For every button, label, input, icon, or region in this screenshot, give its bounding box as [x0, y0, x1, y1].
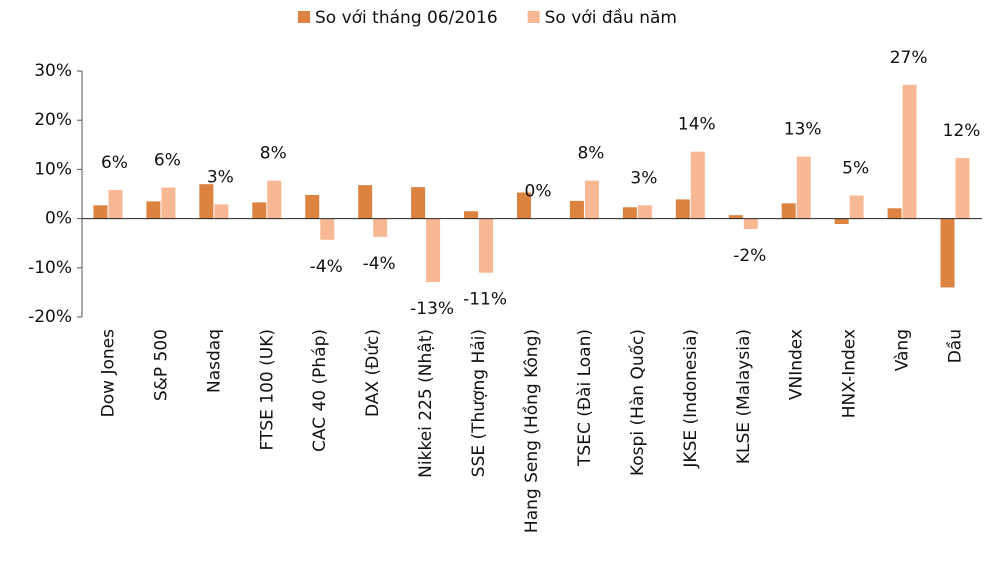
- bar: [637, 205, 652, 219]
- bar: [834, 218, 849, 225]
- data-label: -2%: [733, 246, 766, 266]
- data-label: -4%: [363, 254, 396, 274]
- bar: [358, 185, 373, 219]
- bar: [675, 199, 690, 219]
- x-tick-label: Dầu: [945, 329, 966, 363]
- x-tick-label: VNIndex: [787, 329, 807, 400]
- data-label: 13%: [784, 120, 822, 140]
- data-label: -13%: [410, 299, 454, 319]
- bar: [267, 180, 282, 219]
- data-label: 0%: [525, 182, 552, 202]
- data-label: 8%: [260, 144, 287, 164]
- x-tick-label: SSE (Thượng Hải): [469, 329, 489, 477]
- y-tick-label: 10%: [34, 159, 72, 179]
- x-tick-label: JKSE (Indonesia): [681, 329, 701, 469]
- legend-label: So với tháng 06/2016: [315, 8, 498, 28]
- bar: [411, 187, 426, 219]
- y-tick-label: -20%: [28, 307, 72, 327]
- bar: [622, 207, 637, 219]
- y-tick-label: 20%: [34, 110, 72, 130]
- x-tick-label: HNX-Index: [840, 329, 860, 418]
- y-tick-label: 30%: [34, 61, 72, 81]
- x-tick-label: Nikkei 225 (Nhật): [416, 329, 436, 478]
- bar: [940, 218, 955, 288]
- data-label: 3%: [630, 168, 657, 188]
- bar: [781, 203, 796, 219]
- legend-swatch: [298, 11, 310, 23]
- x-tick-label: TSEC (Đài Loan): [575, 329, 595, 467]
- x-tick-label: S&P 500: [151, 329, 171, 401]
- bar: [214, 204, 229, 219]
- x-tick-label: Dow Jones: [98, 329, 118, 417]
- bar: [517, 192, 531, 219]
- x-tick-label: Vàng: [893, 329, 913, 371]
- y-tick-label: -10%: [28, 258, 72, 278]
- x-tick-label: CAC 40 (Pháp): [310, 329, 330, 452]
- bar: [252, 202, 267, 219]
- legend-swatch: [527, 11, 540, 23]
- bar: [849, 195, 864, 219]
- bar: [887, 208, 902, 219]
- bar: [464, 211, 479, 219]
- data-label: 6%: [101, 153, 128, 173]
- bar: [305, 194, 320, 219]
- bar: [161, 187, 176, 219]
- bar: [902, 84, 917, 219]
- bar: [728, 215, 743, 219]
- bar: [199, 184, 214, 219]
- data-label: 6%: [154, 151, 181, 171]
- bar: [955, 158, 970, 219]
- data-label: 27%: [890, 48, 928, 68]
- bar: [743, 218, 758, 229]
- bar: [146, 201, 161, 219]
- x-tick-label: Kospi (Hàn Quốc): [627, 329, 648, 476]
- bar: [796, 156, 811, 219]
- x-tick-label: Nasdaq: [204, 329, 224, 393]
- data-label: 5%: [842, 158, 869, 178]
- bar: [690, 151, 705, 219]
- data-label: -4%: [310, 257, 343, 277]
- bar: [93, 205, 108, 219]
- x-tick-label: Hang Seng (Hồng Kông): [521, 329, 542, 533]
- x-tick-label: DAX (Đức): [363, 329, 383, 417]
- bar: [479, 218, 494, 273]
- data-label: 14%: [678, 115, 716, 135]
- data-label: 3%: [207, 167, 234, 187]
- bar: [320, 218, 335, 240]
- bar: [584, 180, 599, 219]
- data-label: -11%: [463, 290, 507, 310]
- bar: [426, 218, 441, 283]
- bar: [108, 190, 123, 219]
- bar: [373, 218, 388, 237]
- y-tick-label: 0%: [45, 209, 72, 229]
- legend-label: So với đầu năm: [545, 7, 677, 28]
- bar: [569, 200, 584, 219]
- data-label: 12%: [943, 121, 981, 141]
- x-tick-label: FTSE 100 (UK): [257, 329, 277, 451]
- x-tick-label: KLSE (Malaysia): [734, 329, 754, 464]
- data-label: 8%: [577, 144, 604, 164]
